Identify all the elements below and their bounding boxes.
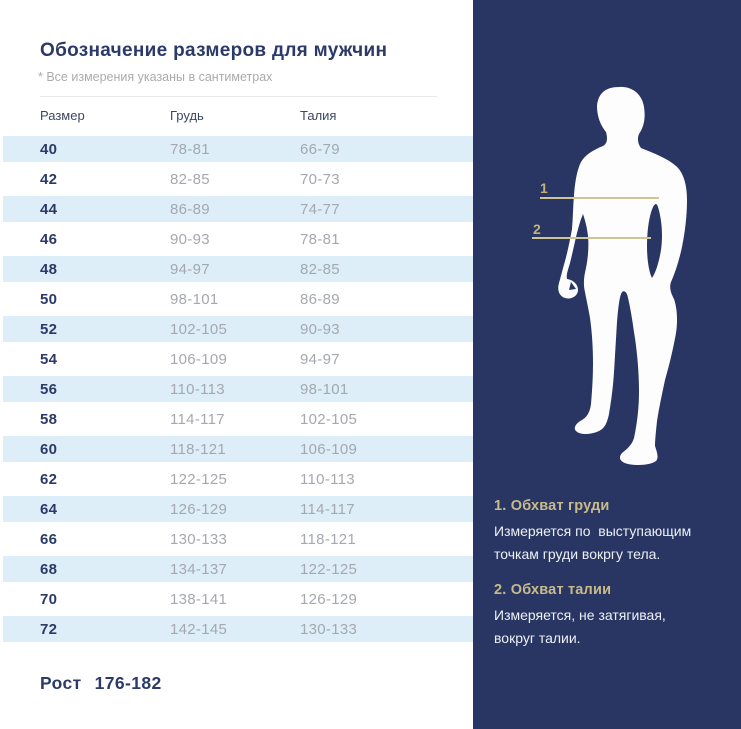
table-row: 68 134-137 122-125: [0, 554, 473, 584]
legend-title-waist: 2. Обхват талии: [494, 582, 612, 598]
chest-cell: 102-105: [170, 320, 228, 338]
table-row: 60 118-121 106-109: [0, 434, 473, 464]
size-cell: 50: [40, 290, 58, 308]
size-cell: 46: [40, 230, 58, 248]
waist-cell: 106-109: [300, 440, 358, 458]
size-cell: 48: [40, 260, 58, 278]
legend-item-chest: 1. Обхват груди Измеряется по выступающи…: [494, 496, 733, 566]
size-cell: 68: [40, 560, 58, 578]
table-row: 52 102-105 90-93: [0, 314, 473, 344]
column-header-chest: Грудь: [170, 108, 204, 123]
waist-cell: 78-81: [300, 230, 340, 248]
chest-cell: 106-109: [170, 350, 228, 368]
legend-text-line: вокруг талии.: [494, 630, 581, 646]
waist-cell: 114-117: [300, 500, 355, 518]
waist-cell: 90-93: [300, 320, 340, 338]
size-table-section: Обозначение размеров для мужчин * Все из…: [0, 40, 473, 694]
chest-cell: 94-97: [170, 260, 210, 278]
waist-cell: 126-129: [300, 590, 358, 608]
chest-cell: 98-101: [170, 290, 219, 308]
size-cell: 52: [40, 320, 58, 338]
size-cell: 54: [40, 350, 58, 368]
table-row: 58 114-117 102-105: [0, 404, 473, 434]
waist-cell: 86-89: [300, 290, 340, 308]
chest-cell: 118-121: [170, 440, 227, 458]
table-row: 44 86-89 74-77: [0, 194, 473, 224]
height-note: Рост 176-182: [40, 673, 473, 694]
column-header-size: Размер: [40, 108, 85, 123]
waist-cell: 98-101: [300, 380, 349, 398]
height-label: Рост: [40, 673, 82, 693]
chest-cell: 82-85: [170, 170, 210, 188]
waist-marker-label: 2: [533, 221, 541, 237]
size-cell: 60: [40, 440, 58, 458]
table-row: 42 82-85 70-73: [0, 164, 473, 194]
legend-text-line: Измеряется, не затягивая,: [494, 607, 666, 623]
size-cell: 40: [40, 140, 58, 158]
size-cell: 58: [40, 410, 58, 428]
chest-cell: 114-117: [170, 410, 225, 428]
chest-cell: 142-145: [170, 620, 228, 638]
table-row: 48 94-97 82-85: [0, 254, 473, 284]
waist-cell: 102-105: [300, 410, 358, 428]
chest-cell: 138-141: [170, 590, 228, 608]
size-cell: 66: [40, 530, 58, 548]
waist-cell: 130-133: [300, 620, 358, 638]
waist-cell: 74-77: [300, 200, 340, 218]
page-title: Обозначение размеров для мужчин: [40, 40, 388, 61]
waist-cell: 82-85: [300, 260, 340, 278]
divider-line: [40, 96, 437, 97]
waist-cell: 122-125: [300, 560, 358, 578]
table-row: 50 98-101 86-89: [0, 284, 473, 314]
waist-cell: 118-121: [300, 530, 357, 548]
table-row: 66 130-133 118-121: [0, 524, 473, 554]
size-table-body: 40 78-81 66-79 42 82-85 70-73 44 86-89 74-77 46 90…: [0, 134, 473, 644]
table-header: Размер Грудь Талия: [0, 97, 473, 134]
size-cell: 64: [40, 500, 58, 518]
table-row: 72 142-145 130-133: [0, 614, 473, 644]
chest-cell: 86-89: [170, 200, 210, 218]
units-note: * Все измерения указаны в сантиметрах: [38, 70, 273, 84]
size-cell: 44: [40, 200, 58, 218]
legend-title-chest: 1. Обхват груди: [494, 498, 610, 514]
waist-cell: 70-73: [300, 170, 340, 188]
chest-cell: 90-93: [170, 230, 210, 248]
table-row: 56 110-113 98-101: [0, 374, 473, 404]
height-value: 176-182: [94, 673, 162, 693]
measurement-legend: 1. Обхват груди Измеряется по выступающи…: [494, 496, 733, 650]
table-row: 62 122-125 110-113: [0, 464, 473, 494]
chest-cell: 78-81: [170, 140, 210, 158]
legend-text-line: Измеряется по выступающим: [494, 523, 692, 539]
chest-cell: 122-125: [170, 470, 228, 488]
chest-cell: 110-113: [170, 380, 225, 398]
legend-item-waist: 2. Обхват талии Измеряется, не затягивая…: [494, 580, 733, 650]
column-header-waist: Талия: [300, 108, 337, 123]
size-cell: 62: [40, 470, 58, 488]
table-row: 40 78-81 66-79: [0, 134, 473, 164]
size-cell: 56: [40, 380, 58, 398]
chest-cell: 126-129: [170, 500, 228, 518]
chest-cell: 134-137: [170, 560, 228, 578]
table-row: 70 138-141 126-129: [0, 584, 473, 614]
waist-cell: 94-97: [300, 350, 340, 368]
chest-cell: 130-133: [170, 530, 228, 548]
waist-cell: 66-79: [300, 140, 340, 158]
size-cell: 42: [40, 170, 58, 188]
legend-text-line: точкам груди вокргу тела.: [494, 546, 661, 562]
male-figure-diagram: 1 2: [532, 86, 687, 466]
table-row: 46 90-93 78-81: [0, 224, 473, 254]
size-cell: 70: [40, 590, 58, 608]
size-cell: 72: [40, 620, 58, 638]
chest-marker-label: 1: [540, 180, 548, 196]
male-silhouette: [558, 86, 687, 466]
waist-cell: 110-113: [300, 470, 355, 488]
measurement-panel: 1 2 1. Обхват груди Измеряется по выступ…: [473, 0, 741, 729]
table-row: 54 106-109 94-97: [0, 344, 473, 374]
table-row: 64 126-129 114-117: [0, 494, 473, 524]
